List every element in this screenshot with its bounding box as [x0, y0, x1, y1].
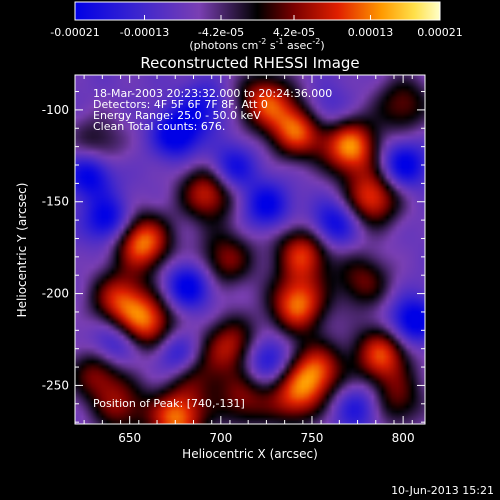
- annotation-block: 18-Mar-2003 20:23:32.000 to 20:24:36.000…: [93, 87, 332, 133]
- colorbar-tick-label: 0.00013: [348, 26, 394, 39]
- x-axis-label: Heliocentric X (arcsec): [182, 447, 318, 461]
- x-tick-label: 750: [301, 431, 324, 445]
- colorbar-tick-label: -4.2e-05: [198, 26, 244, 39]
- x-tick-label: 700: [209, 431, 232, 445]
- footer-timestamp: 10-Jun-2013 15:21: [391, 484, 494, 497]
- y-tick-label: -250: [42, 378, 69, 392]
- y-tick-label: -150: [42, 195, 69, 209]
- y-tick-label: -200: [42, 287, 69, 301]
- colorbar-ticks: -0.00021 -0.00013 -4.2e-05 4.2e-05 0.00013 0.…: [50, 15, 463, 39]
- annotation-time: 18-Mar-2003 20:23:32.000 to 20:24:36.000: [93, 87, 332, 100]
- colorbar-tick-label: 4.2e-05: [273, 26, 315, 39]
- x-tick-label: 650: [118, 431, 141, 445]
- axis-ticks: 650 700 750 800 -100 -150 -200 -250: [42, 75, 425, 445]
- colorbar-gradient: [74, 1, 441, 21]
- colorbar-tick-label: -0.00021: [50, 26, 99, 39]
- y-axis-label: Heliocentric Y (arcsec): [15, 183, 29, 318]
- colorbar-unit-label: (photons cm-2 s-1 asec-2): [189, 37, 324, 52]
- y-tick-label: -100: [42, 103, 69, 117]
- peak-position-label: Position of Peak: [740,-131]: [93, 397, 245, 410]
- plot-frame: [74, 74, 426, 425]
- heatmap-image: [75, 75, 425, 424]
- chart-title: Reconstructed RHESSI Image: [140, 54, 359, 72]
- x-tick-label: 800: [392, 431, 415, 445]
- colorbar: -0.00021 -0.00013 -4.2e-05 4.2e-05 0.00013 0.…: [50, 1, 463, 52]
- annotation-detectors: Detectors: 4F 5F 6F 7F 8F, Att 0: [93, 98, 268, 111]
- colorbar-tick-label: 0.00021: [417, 26, 463, 39]
- colorbar-tick-label: -0.00013: [120, 26, 169, 39]
- annotation-energy: Energy Range: 25.0 - 50.0 keV: [93, 109, 261, 122]
- annotation-clean: Clean Total counts: 676.: [93, 120, 225, 133]
